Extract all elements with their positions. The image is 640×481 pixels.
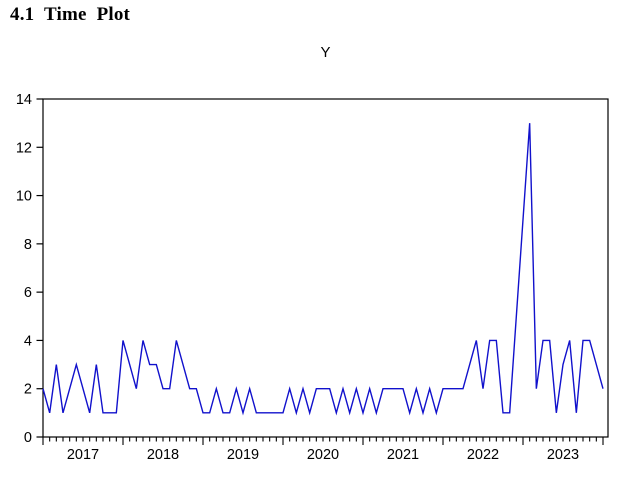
series-line <box>42 123 604 416</box>
y-tick-label: 8 <box>24 237 32 253</box>
x-year-label: 2021 <box>387 447 419 463</box>
y-tick-label: 6 <box>24 285 32 301</box>
y-tick-label: 10 <box>16 189 32 205</box>
x-year-label: 2023 <box>547 447 579 463</box>
y-axis: 0 2 4 6 8 10 12 14 <box>16 92 43 446</box>
x-year-label: 2022 <box>467 447 499 463</box>
series-polyline <box>42 123 604 416</box>
y-tick-label: 12 <box>16 140 32 156</box>
chart-title: Y <box>320 44 331 61</box>
plot-frame <box>42 98 609 438</box>
y-tick-label: 0 <box>24 430 32 446</box>
x-year-label: 2019 <box>227 447 259 463</box>
y-tick-label: 2 <box>24 382 32 398</box>
x-year-label: 2018 <box>147 447 179 463</box>
x-year-label: 2020 <box>307 447 339 463</box>
y-tick-label: 14 <box>16 92 32 108</box>
section-heading: 4.1 Time Plot <box>10 4 131 25</box>
x-year-labels: 2017 2018 2019 2020 2021 2022 2023 <box>67 447 579 463</box>
x-year-label: 2017 <box>67 447 99 463</box>
x-axis <box>42 437 604 445</box>
y-tick-label: 4 <box>24 333 32 349</box>
